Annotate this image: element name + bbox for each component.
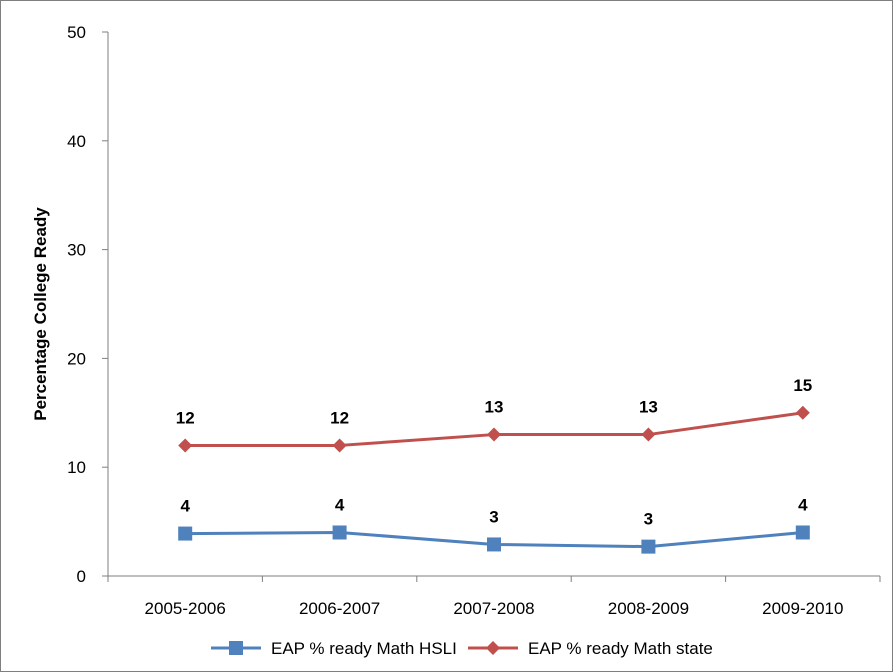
y-tick-label: 30 bbox=[67, 241, 86, 260]
x-tick-label: 2005-2006 bbox=[145, 599, 226, 618]
data-label: 12 bbox=[330, 408, 349, 427]
data-point-marker bbox=[487, 537, 501, 552]
data-point-marker bbox=[641, 427, 656, 442]
y-tick-label: 20 bbox=[67, 349, 86, 368]
legend-label: EAP % ready Math HSLI bbox=[271, 639, 457, 658]
legend-label: EAP % ready Math state bbox=[528, 639, 713, 658]
data-point-marker bbox=[178, 526, 193, 541]
data-point-marker bbox=[178, 438, 193, 453]
data-point-marker bbox=[332, 525, 347, 540]
y-axis-title: Percentage College Ready bbox=[31, 207, 50, 421]
data-point-marker bbox=[641, 539, 656, 554]
x-tick-label: 2008-2009 bbox=[608, 599, 689, 618]
x-tick-label: 2009-2010 bbox=[762, 599, 843, 618]
data-label: 4 bbox=[798, 495, 808, 514]
data-label: 12 bbox=[176, 408, 195, 427]
legend-swatch-marker bbox=[486, 641, 500, 655]
data-label: 13 bbox=[485, 398, 504, 417]
data-point-marker bbox=[795, 405, 810, 420]
data-point-marker bbox=[332, 438, 347, 453]
data-label: 15 bbox=[793, 376, 812, 395]
data-label: 4 bbox=[335, 495, 345, 514]
y-tick-label: 10 bbox=[67, 458, 86, 477]
x-tick-label: 2006-2007 bbox=[299, 599, 380, 618]
data-point-marker bbox=[487, 427, 501, 442]
legend-swatch-marker bbox=[229, 641, 243, 655]
y-tick-label: 50 bbox=[67, 23, 86, 42]
x-tick-label: 2007-2008 bbox=[453, 599, 534, 618]
y-tick-label: 0 bbox=[77, 567, 86, 586]
data-label: 4 bbox=[180, 497, 190, 516]
data-label: 13 bbox=[639, 398, 658, 417]
y-tick-label: 40 bbox=[67, 132, 86, 151]
data-label: 3 bbox=[489, 507, 498, 526]
data-point-marker bbox=[795, 525, 810, 540]
data-label: 3 bbox=[644, 510, 653, 529]
